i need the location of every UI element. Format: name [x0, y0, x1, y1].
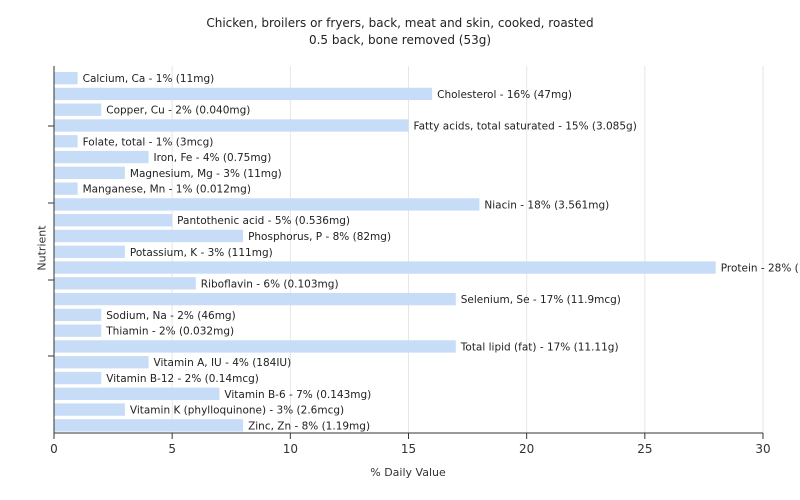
bar — [54, 261, 716, 274]
bar-label: Vitamin A, IU - 4% (184IU) — [154, 357, 292, 369]
bar-label: Magnesium, Mg - 3% (11mg) — [130, 168, 282, 180]
y-axis-label: Nutrient — [35, 225, 49, 271]
bar — [54, 214, 173, 227]
bar — [54, 292, 456, 306]
bar — [54, 245, 125, 258]
bar-label: Iron, Fe - 4% (0.75mg) — [154, 152, 272, 164]
x-tick-label: 25 — [637, 442, 652, 456]
bar-label: Phosphorus, P - 8% (82mg) — [248, 231, 391, 243]
bar — [54, 277, 196, 290]
bar-label: Manganese, Mn - 1% (0.012mg) — [83, 184, 251, 196]
bar-label: Vitamin B-6 - 7% (0.143mg) — [224, 389, 371, 401]
bar-label: Zinc, Zn - 8% (1.19mg) — [248, 420, 370, 432]
bar-label: Folate, total - 1% (3mcg) — [83, 136, 214, 148]
x-tick-label: 0 — [50, 442, 58, 456]
bar-label: Fatty acids, total saturated - 15% (3.08… — [414, 121, 637, 133]
x-tick-label: 5 — [168, 442, 176, 456]
bar — [54, 387, 220, 400]
x-tick-label: 30 — [755, 442, 770, 456]
bar-label: Calcium, Ca - 1% (11mg) — [83, 73, 215, 85]
bar-label: Thiamin - 2% (0.032mg) — [105, 326, 234, 338]
axes: 0 5 10 15 20 25 30 — [48, 66, 771, 456]
x-axis-label: % Daily Value — [370, 466, 446, 479]
bar — [54, 72, 78, 85]
bar — [54, 340, 456, 353]
bar — [54, 150, 149, 164]
bar — [54, 229, 244, 243]
bar — [54, 324, 102, 337]
bar — [54, 119, 409, 132]
bar-label: Protein - 28% (13.75g) — [721, 263, 800, 275]
bar — [54, 135, 78, 148]
bar-label: Sodium, Na - 2% (46mg) — [106, 310, 235, 322]
chart-title: Chicken, broilers or fryers, back, meat … — [206, 16, 594, 30]
bar-label: Vitamin B-12 - 2% (0.14mcg) — [106, 373, 259, 385]
bar-label: Riboflavin - 6% (0.103mg) — [201, 278, 339, 290]
bar-label: Total lipid (fat) - 17% (11.11g) — [460, 341, 619, 353]
bars: Calcium, Ca - 1% (11mg) Cholesterol - 16%… — [54, 72, 800, 432]
x-tick-label: 20 — [519, 442, 534, 456]
bar — [54, 198, 480, 211]
bar — [54, 182, 78, 195]
bar — [54, 403, 125, 416]
x-tick-label: 15 — [401, 442, 416, 456]
bar-label: Copper, Cu - 2% (0.040mg) — [106, 105, 250, 117]
bar-label: Pantothenic acid - 5% (0.536mg) — [177, 215, 350, 227]
bar — [54, 87, 433, 101]
bar-label: Selenium, Se - 17% (11.9mcg) — [461, 294, 621, 306]
bar-label: Niacin - 18% (3.561mg) — [484, 199, 609, 211]
x-tick-label: 10 — [283, 442, 298, 456]
bar — [54, 419, 244, 432]
bar-label: Potassium, K - 3% (111mg) — [130, 247, 273, 259]
bar — [54, 166, 125, 180]
bar-label: Cholesterol - 16% (47mg) — [437, 89, 572, 101]
bar — [54, 308, 102, 322]
bar-label: Vitamin K (phylloquinone) - 3% (2.6mcg) — [130, 405, 344, 417]
bar — [54, 356, 149, 369]
chart-subtitle: 0.5 back, bone removed (53g) — [308, 33, 492, 47]
bar — [54, 371, 102, 385]
bar — [54, 103, 102, 116]
